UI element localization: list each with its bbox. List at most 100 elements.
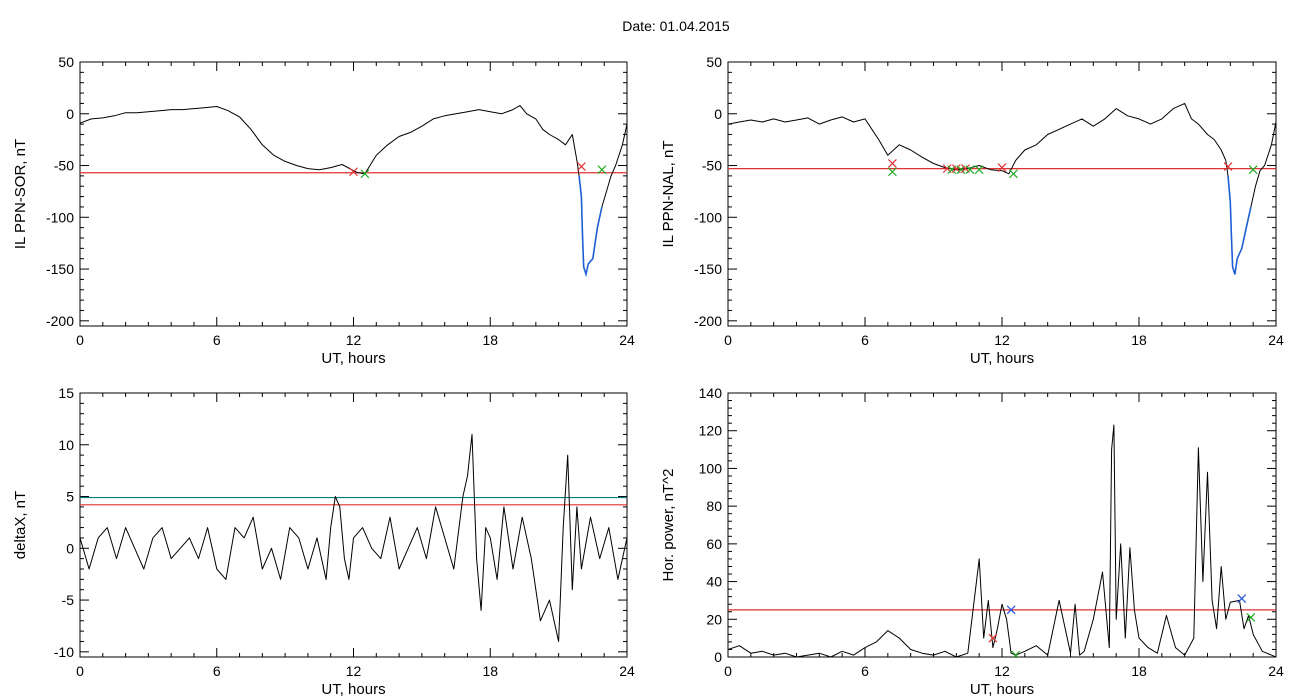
marker-stroke bbox=[1246, 612, 1256, 622]
x-tick-label: 24 bbox=[1268, 663, 1284, 679]
event-marker bbox=[597, 165, 607, 175]
y-tick-label: -100 bbox=[694, 209, 722, 225]
y-tick-label: 40 bbox=[706, 574, 722, 590]
marker-stroke bbox=[1248, 165, 1258, 175]
panel-2: 0 6 12 18 24 50 0 -50 -100 -150 -200 UT, hours IL PP… bbox=[660, 54, 1284, 367]
marker-stroke bbox=[1012, 650, 1021, 657]
x-tick-label: 24 bbox=[619, 663, 635, 679]
y-tick-label: 0 bbox=[714, 106, 722, 122]
event-marker bbox=[1008, 169, 1018, 179]
x-tick-label: 18 bbox=[482, 332, 498, 348]
y-tick-label: -200 bbox=[46, 313, 74, 329]
event-marker bbox=[576, 162, 586, 171]
event-marker bbox=[360, 169, 370, 179]
event-marker bbox=[349, 167, 358, 177]
x-tick-label: 0 bbox=[76, 332, 84, 348]
series-line bbox=[728, 102, 1276, 275]
y-tick-label: 0 bbox=[714, 649, 722, 665]
plot-area bbox=[728, 102, 1276, 275]
x-tick-label: 0 bbox=[724, 332, 732, 348]
y-axis-label: IL PPN-NAL, nT bbox=[660, 141, 677, 248]
y-tick-label: 100 bbox=[699, 460, 723, 476]
event-marker bbox=[1011, 650, 1021, 657]
x-tick-label: 12 bbox=[346, 332, 362, 348]
y-axis-label: deltaX, nT bbox=[12, 491, 29, 559]
x-tick-label: 6 bbox=[213, 332, 221, 348]
plot-area bbox=[80, 105, 627, 278]
event-marker bbox=[965, 165, 975, 175]
event-marker bbox=[1006, 605, 1016, 615]
y-tick-label: 120 bbox=[699, 423, 723, 439]
highlight-segment bbox=[1227, 175, 1252, 275]
y-axis-label: Hor. power, nT^2 bbox=[660, 469, 677, 582]
marker-stroke bbox=[1008, 169, 1018, 179]
event-marker bbox=[1223, 162, 1233, 171]
event-marker bbox=[1246, 612, 1256, 622]
x-tick-label: 18 bbox=[482, 663, 498, 679]
marker-stroke bbox=[988, 633, 998, 643]
marker-stroke bbox=[951, 164, 961, 174]
highlight-segment bbox=[578, 175, 603, 278]
y-tick-label: -100 bbox=[46, 209, 74, 225]
x-tick-label: 18 bbox=[1131, 663, 1147, 679]
x-tick-label: 6 bbox=[213, 663, 221, 679]
panel-4: 0 6 12 18 24 140 120 100 80 60 40 20 0 UT, hours Hor. … bbox=[660, 385, 1284, 698]
marker-stroke bbox=[974, 165, 984, 175]
event-marker bbox=[997, 163, 1007, 173]
series-line bbox=[728, 424, 1276, 657]
panel-3: 0 6 12 18 24 15 10 5 0 -5 -10 UT, hours deltaX, nT bbox=[12, 385, 635, 698]
figure-title: Date: 01.04.2015 bbox=[622, 18, 730, 34]
x-tick-label: 12 bbox=[994, 332, 1010, 348]
marker-stroke bbox=[887, 167, 897, 177]
marker-stroke bbox=[997, 163, 1007, 173]
event-marker bbox=[887, 167, 897, 177]
plot-frame bbox=[79, 61, 628, 327]
marker-stroke bbox=[1223, 162, 1233, 171]
x-tick-label: 24 bbox=[1268, 332, 1284, 348]
y-tick-label: -50 bbox=[54, 158, 74, 174]
x-tick-label: 12 bbox=[346, 663, 362, 679]
marker-stroke bbox=[887, 159, 897, 168]
event-marker bbox=[1248, 165, 1258, 175]
plot-frame bbox=[79, 392, 628, 658]
y-tick-label: 20 bbox=[706, 611, 722, 627]
marker-stroke bbox=[576, 162, 586, 171]
y-tick-label: -150 bbox=[694, 261, 722, 277]
y-tick-label: 0 bbox=[66, 106, 74, 122]
event-marker bbox=[974, 165, 984, 175]
marker-stroke bbox=[597, 165, 607, 175]
plot-area bbox=[80, 433, 627, 642]
marker-stroke bbox=[942, 164, 952, 174]
x-axis-label: UT, hours bbox=[970, 350, 1034, 367]
event-marker bbox=[988, 633, 998, 643]
marker-stroke bbox=[360, 169, 370, 179]
y-tick-label: -200 bbox=[694, 313, 722, 329]
x-axis-label: UT, hours bbox=[970, 681, 1034, 698]
y-tick-label: 80 bbox=[706, 498, 722, 514]
x-tick-label: 18 bbox=[1131, 332, 1147, 348]
y-tick-label: 10 bbox=[58, 437, 74, 453]
y-tick-label: 60 bbox=[706, 536, 722, 552]
plot-area bbox=[728, 424, 1276, 657]
x-tick-label: 0 bbox=[76, 663, 84, 679]
series-line bbox=[80, 433, 627, 642]
x-tick-label: 12 bbox=[994, 663, 1010, 679]
marker-stroke bbox=[1237, 594, 1247, 603]
event-marker bbox=[1237, 594, 1247, 603]
y-tick-label: 50 bbox=[706, 54, 722, 70]
x-tick-label: 6 bbox=[861, 663, 869, 679]
series-line bbox=[80, 105, 627, 275]
y-tick-label: -150 bbox=[46, 261, 74, 277]
x-tick-label: 0 bbox=[724, 663, 732, 679]
y-tick-label: -5 bbox=[62, 592, 75, 608]
marker-stroke bbox=[965, 165, 975, 175]
y-tick-label: 140 bbox=[699, 385, 723, 401]
y-tick-label: 5 bbox=[66, 489, 74, 505]
y-tick-label: -10 bbox=[54, 644, 74, 660]
y-tick-label: 15 bbox=[58, 385, 74, 401]
x-tick-label: 6 bbox=[861, 332, 869, 348]
x-tick-label: 24 bbox=[619, 332, 635, 348]
panel-1: 0 6 12 18 24 50 0 -50 -100 -150 -200 UT, hours IL PP… bbox=[12, 54, 635, 367]
